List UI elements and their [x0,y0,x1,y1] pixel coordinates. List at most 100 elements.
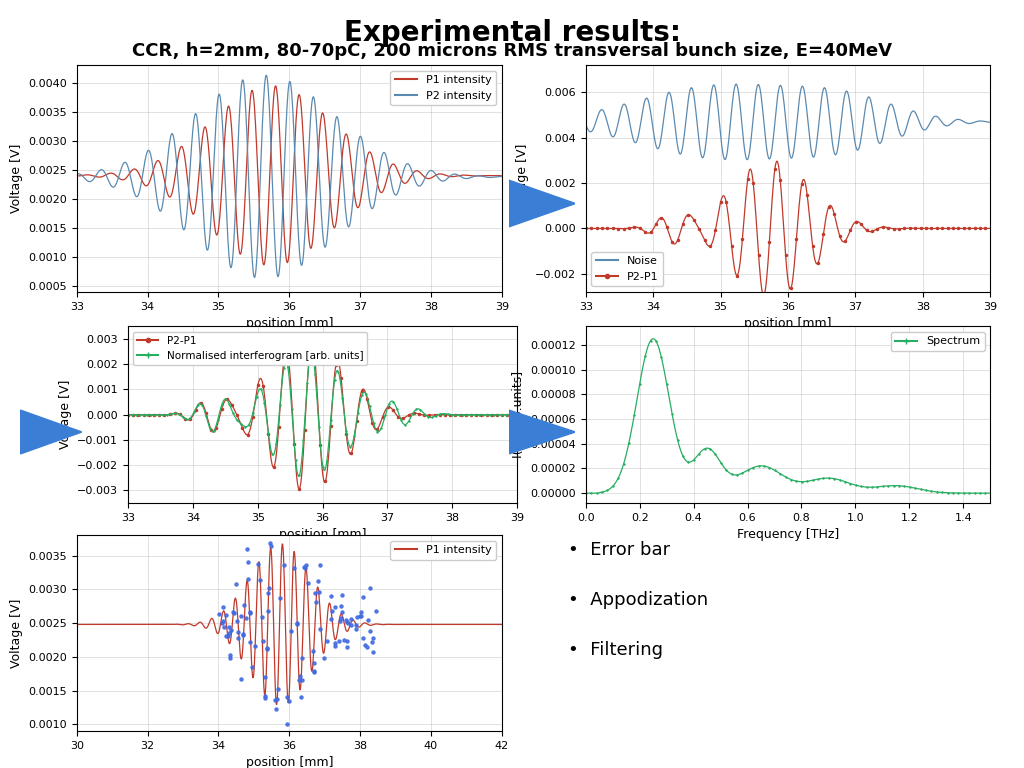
X-axis label: position [mm]: position [mm] [744,317,831,330]
X-axis label: position [mm]: position [mm] [279,528,367,541]
Point [229,626,246,638]
Point [305,666,322,678]
Point [244,660,260,673]
Point [293,690,309,703]
Point [263,540,280,552]
Point [305,645,322,657]
Point [216,621,232,633]
Point [272,592,289,604]
Point [242,607,258,619]
Point [215,601,231,614]
Y-axis label: Voltage [V]: Voltage [V] [10,144,23,214]
Point [355,632,372,644]
Polygon shape [20,410,82,454]
Y-axis label: Voltage [V]: Voltage [V] [58,380,72,449]
Point [291,674,307,687]
Point [349,611,366,624]
Point [334,588,350,601]
X-axis label: position [mm]: position [mm] [246,317,333,330]
Legend: Noise, P2-P1: Noise, P2-P1 [591,252,663,286]
Point [306,657,323,669]
Legend: P1 intensity, P2 intensity: P1 intensity, P2 intensity [390,71,497,105]
Point [238,611,254,624]
Point [361,582,378,594]
Point [332,615,348,627]
Point [259,642,275,654]
Point [319,635,336,647]
Point [252,574,268,587]
Point [268,693,285,705]
Text: •  Appodization: • Appodization [568,591,709,609]
Point [232,673,249,685]
Point [358,641,375,653]
Point [323,591,339,603]
Point [339,634,355,647]
Point [250,558,266,570]
Point [336,634,352,647]
Point [365,632,381,644]
Legend: P2-P1, Normalised interferogram [arb. units]: P2-P1, Normalised interferogram [arb. un… [133,332,368,365]
Text: CCR, h=2mm, 80-70pC, 200 microns RMS transversal bunch size, E=40MeV: CCR, h=2mm, 80-70pC, 200 microns RMS tra… [132,42,892,60]
Point [343,619,359,631]
Point [214,614,230,627]
Point [309,575,326,588]
Point [361,624,378,637]
Point [226,607,243,619]
Point [211,608,227,621]
Point [242,636,258,648]
Point [267,703,284,716]
Point [228,614,245,627]
Point [240,573,256,585]
Point [327,601,343,613]
Point [327,637,343,650]
Point [352,611,369,623]
Point [312,559,329,571]
Point [334,605,350,617]
Y-axis label: Voltage [V]: Voltage [V] [10,598,23,668]
Point [353,606,370,618]
Point [218,630,234,642]
Polygon shape [509,410,575,454]
Point [254,611,270,624]
Point [311,586,328,598]
Point [365,646,381,658]
Point [214,617,230,629]
Point [240,543,256,555]
Point [260,582,276,594]
Point [260,587,276,599]
Point [217,608,233,621]
Point [338,616,354,628]
Point [338,614,354,626]
Text: •  Error bar: • Error bar [568,541,671,559]
Text: •  Filtering: • Filtering [568,641,664,659]
Point [242,606,258,618]
Point [286,562,302,574]
Point [296,561,312,574]
Point [355,591,372,604]
Point [297,562,313,574]
Point [339,641,355,654]
Point [315,652,332,664]
Point [297,559,313,571]
Point [220,627,237,639]
Legend: P1 intensity: P1 intensity [390,541,497,560]
Point [219,630,236,642]
Point [247,640,263,652]
Point [267,694,284,706]
Point [324,613,340,625]
Point [281,694,297,707]
Point [357,639,374,651]
Point [283,625,299,637]
Point [342,613,358,625]
Point [292,670,308,682]
Point [308,596,325,608]
Point [259,643,275,655]
Point [220,621,237,634]
Point [289,617,305,630]
Point [260,605,276,617]
Point [240,556,256,568]
Point [270,684,287,696]
Point [262,518,279,531]
X-axis label: Frequency [THz]: Frequency [THz] [737,528,839,541]
X-axis label: position [mm]: position [mm] [246,756,333,768]
